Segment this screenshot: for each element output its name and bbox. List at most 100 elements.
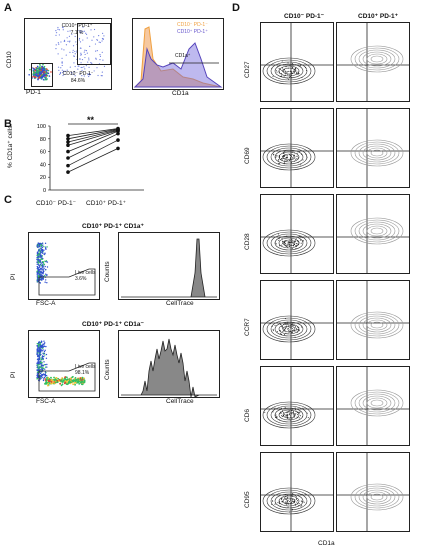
contour-ring: [282, 497, 296, 505]
d-row-label-cd95: CD95: [244, 491, 251, 508]
point-pos: [116, 129, 120, 133]
dot-ylabel-cd10: CD10: [6, 51, 13, 68]
point-neg: [66, 163, 70, 168]
contour-ring: [278, 495, 300, 507]
pair-line: [67, 128, 119, 140]
contour-ring: [366, 53, 388, 65]
cd10-pd1-dot-plot: CD10⁺ PD-1⁺ 7.1 % CD10⁻ PD-1⁻ 84.6%: [24, 18, 112, 90]
celltrace-histogram-1: [118, 232, 220, 300]
contour-ring: [350, 389, 404, 417]
contour-ring: [262, 315, 316, 343]
gate1-label: Live cells: [75, 270, 96, 276]
point-pos: [116, 131, 120, 136]
contour-ring: [370, 399, 384, 407]
contour-ring: [270, 491, 308, 511]
contour-ring: [370, 227, 384, 235]
hist-series-pos: [133, 42, 223, 88]
contour-ring: [370, 493, 384, 501]
chart-ytick-label: 80: [40, 137, 46, 143]
c-ylabel-counts-2: Counts: [104, 359, 111, 380]
celltrace-division-peaks: [121, 338, 217, 397]
contour-ring: [274, 63, 304, 79]
c-xlabel-fsc-2: FSC-A: [36, 398, 56, 405]
gate2-label: Live cells: [75, 364, 96, 370]
contour-ring: [274, 407, 304, 423]
contour-ring: [366, 491, 388, 503]
gate-high-label: CD10⁺ PD-1⁺: [61, 23, 93, 29]
contour-ring: [350, 217, 404, 245]
contour-ring: [262, 487, 316, 515]
contour-ring: [354, 313, 400, 337]
contour-ring: [278, 409, 300, 421]
point-pos: [116, 146, 120, 151]
contour-ring: [354, 219, 400, 243]
contour-ring: [358, 487, 396, 507]
contour-ring: [354, 47, 400, 71]
pair-line: [67, 139, 119, 167]
contour-ring: [278, 323, 300, 335]
chart-category-neg: CD10⁻ PD-1⁻: [36, 200, 77, 207]
chart-category-pos: CD10⁺ PD-1⁺: [86, 200, 127, 207]
contour-ring: [350, 139, 404, 167]
panel-label-a: A: [4, 2, 12, 14]
hist-series-neg: [133, 26, 222, 88]
contour-plot-ccr7-neg: [260, 280, 334, 360]
gate-low-value: 84.6%: [70, 78, 86, 84]
contour-ring: [362, 317, 392, 333]
c-xlabel-fsc-1: FSC-A: [36, 300, 56, 307]
pair-line: [67, 128, 119, 136]
d-row-label-cd27: CD27: [244, 61, 251, 78]
chart-ytick-label: 20: [40, 175, 46, 181]
contour-ring: [370, 149, 384, 157]
point-neg: [66, 156, 70, 160]
point-neg: [66, 140, 70, 144]
contour-ring: [366, 319, 388, 331]
d-row-label-cd6: CD6: [244, 408, 251, 422]
contour-ring: [262, 57, 316, 85]
contour-ring: [266, 317, 312, 341]
contour-ring: [358, 49, 396, 69]
celltrace-histogram-2: [118, 330, 220, 398]
contour-plot-cd27-neg: [260, 22, 334, 102]
legend-pos: CD10⁺ PD-1⁺: [177, 29, 208, 35]
contour-ring: [274, 493, 304, 509]
pair-line: [67, 129, 119, 143]
contour-ring: [366, 397, 388, 409]
contour-ring: [278, 151, 300, 163]
c-title-2: CD10⁺ PD-1⁺ CD1a⁻: [82, 321, 144, 328]
panel-label-c: C: [4, 194, 12, 206]
gate1-value: 3.6%: [75, 276, 87, 282]
d-row-label-cd28: CD28: [244, 233, 251, 250]
chart-ytick-label: 40: [40, 162, 46, 168]
contour-ring: [350, 311, 404, 339]
significance-marker: **: [87, 115, 95, 125]
contour-ring: [358, 315, 396, 335]
contour-ring: [354, 485, 400, 509]
c-ylabel-counts-1: Counts: [104, 261, 111, 282]
point-neg: [66, 170, 70, 174]
contour-plot-cd69-neg: [260, 108, 334, 188]
chart-ytick-label: 60: [40, 150, 46, 156]
contour-ring: [354, 141, 400, 165]
chart-ylabel: % CD1a⁺ cells: [7, 125, 14, 168]
contour-plot-ccr7-pos: [336, 280, 410, 360]
pair-line: [67, 130, 119, 152]
contour-ring: [270, 405, 308, 425]
point-neg: [66, 143, 70, 147]
contour-ring: [270, 61, 308, 81]
c-xlabel-celltrace-2: CellTrace: [166, 398, 194, 405]
dot-xlabel-pd1: PD-1: [26, 89, 41, 96]
contour-ring: [362, 51, 392, 67]
contour-ring: [274, 321, 304, 337]
contour-ring: [266, 59, 312, 83]
hist-gate-label: CD1a⁺: [175, 53, 191, 59]
pi-fsc-dot-plot-1: Live cells 3.6%: [28, 232, 100, 300]
hist-xlabel-cd1a: CD1a: [172, 90, 189, 97]
panel-label-d: D: [232, 2, 240, 14]
contour-ring: [362, 489, 392, 505]
contour-ring: [358, 221, 396, 241]
contour-plot-cd95-neg: [260, 452, 334, 532]
contour-ring: [358, 393, 396, 413]
d-col-header-neg: CD10⁻ PD-1⁻: [284, 13, 325, 20]
contour-ring: [358, 143, 396, 163]
